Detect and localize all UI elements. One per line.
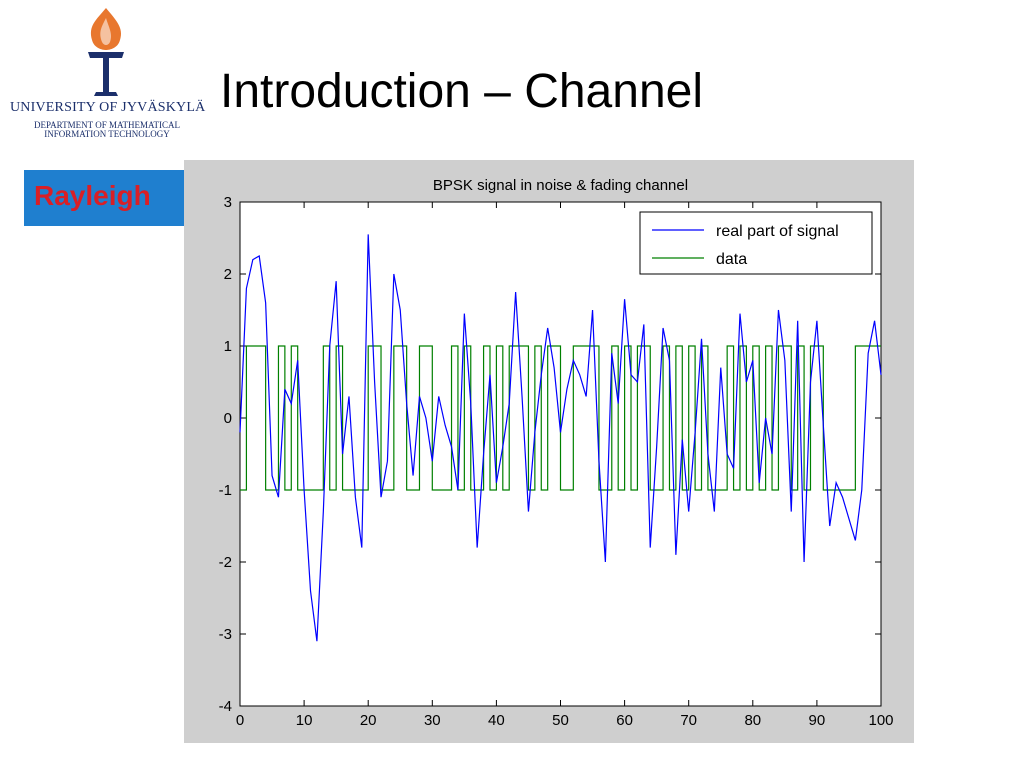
torch-icon — [88, 8, 124, 96]
university-name: UNIVERSITY OF JYVÄSKYLÄ — [10, 100, 206, 115]
x-tick-label: 40 — [488, 712, 505, 729]
y-tick-label: 3 — [224, 194, 232, 211]
y-tick-label: -2 — [219, 554, 232, 571]
chart-title: BPSK signal in noise & fading channel — [433, 177, 688, 194]
x-tick-label: 20 — [360, 712, 377, 729]
department-name: DEPARTMENT OF MATHEMATICAL INFORMATION T… — [22, 121, 192, 139]
x-tick-label: 10 — [296, 712, 313, 729]
legend-label: real part of signal — [716, 223, 839, 240]
department-line-2: INFORMATION TECHNOLOGY — [44, 129, 170, 139]
x-tick-label: 80 — [744, 712, 761, 729]
x-tick-label: 100 — [868, 712, 893, 729]
y-tick-label: 0 — [224, 410, 232, 427]
y-tick-label: 1 — [224, 338, 232, 355]
y-tick-label: -3 — [219, 626, 232, 643]
x-tick-label: 50 — [552, 712, 569, 729]
series-line-data — [240, 345, 881, 491]
y-tick-label: -1 — [219, 482, 232, 499]
x-tick-label: 70 — [680, 712, 697, 729]
y-tick-label: 2 — [224, 266, 232, 283]
series-line-real-part-of-signal — [239, 234, 882, 642]
slide-title: Introduction – Channel — [220, 65, 703, 118]
rayleigh-label-box: Rayleigh — [24, 170, 184, 226]
university-logo: UNIVERSITY OF JYVÄSKYLÄ DEPARTMENT OF MA… — [0, 0, 210, 150]
x-tick-label: 60 — [616, 712, 633, 729]
legend-label: data — [716, 251, 747, 268]
chart-figure: BPSK signal in noise & fading channel 0 10… — [184, 160, 914, 743]
rayleigh-label: Rayleigh — [34, 180, 151, 211]
x-tick-label: 90 — [809, 712, 826, 729]
y-tick-label: -4 — [219, 698, 232, 715]
x-tick-label: 0 — [236, 712, 244, 729]
legend-box — [639, 211, 873, 275]
x-tick-label: 30 — [424, 712, 441, 729]
department-line-1: DEPARTMENT OF MATHEMATICAL — [34, 120, 180, 130]
